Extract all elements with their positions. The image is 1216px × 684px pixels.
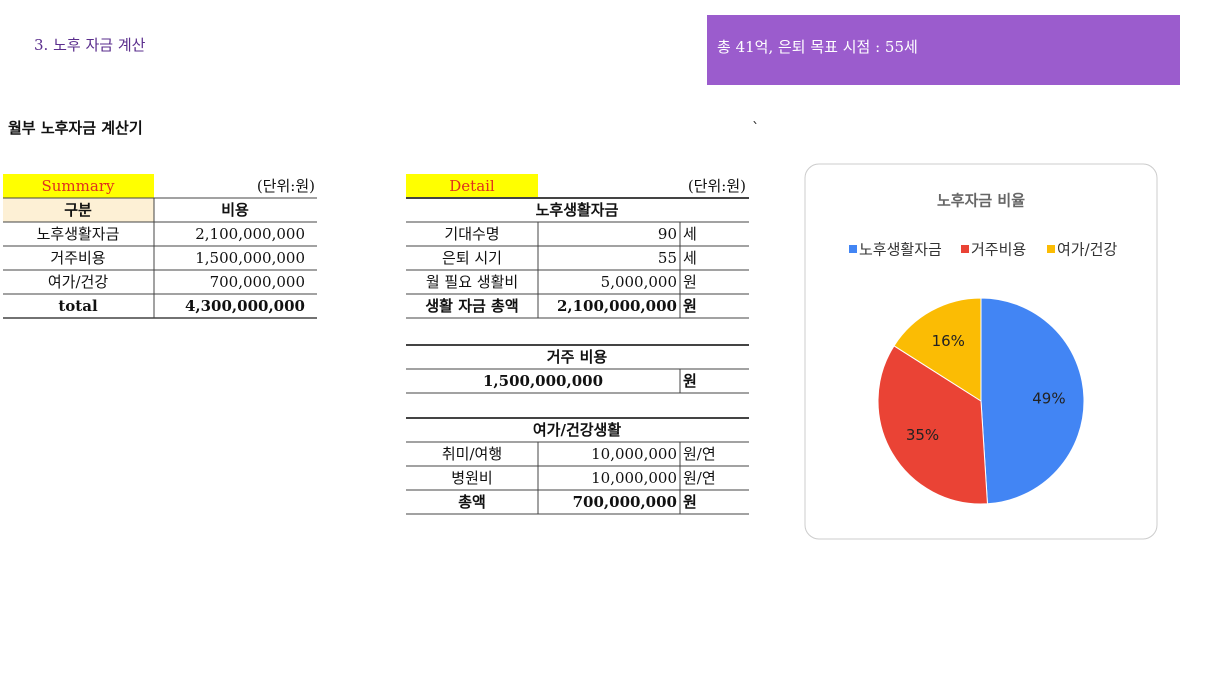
header-cell-bg <box>3 198 154 222</box>
legend-label: 노후생활자금 <box>859 241 942 259</box>
row-value: 55 <box>658 249 677 267</box>
badge-text: 총 41억, 은퇴 목표 시점 : 55세 <box>717 38 918 56</box>
pie-slice <box>877 345 988 505</box>
row-value: 700,000,000 <box>210 273 305 291</box>
legend-label: 거주비용 <box>971 241 1026 259</box>
row-unit: 원 <box>683 493 697 511</box>
section-title: 거주 비용 <box>547 348 608 366</box>
badge-bg <box>707 15 1180 85</box>
row-label: 기대수명 <box>444 225 499 243</box>
row-value: 4,300,000,000 <box>185 297 305 315</box>
row-unit: 원/연 <box>683 469 716 487</box>
slice-label: 49% <box>1032 389 1065 407</box>
pie-slice <box>980 297 1085 505</box>
slice-label: 16% <box>932 332 965 350</box>
row-value: 90 <box>658 225 677 243</box>
row-value: 10,000,000 <box>591 445 677 463</box>
legend-swatch <box>849 245 857 253</box>
row-label: 거주비용 <box>50 249 105 267</box>
legend-swatch <box>961 245 969 253</box>
row-unit: 세 <box>683 225 697 243</box>
row-value: 1,500,000,000 <box>483 372 603 390</box>
row-value: 2,100,000,000 <box>195 225 305 243</box>
row-value: 700,000,000 <box>573 493 677 511</box>
summary-unit: (단위:원) <box>257 177 315 195</box>
row-value: 1,500,000,000 <box>195 249 305 267</box>
summary-label: Summary <box>42 177 115 195</box>
pie-slice <box>893 297 982 402</box>
row-label: 생활 자금 총액 <box>425 297 518 315</box>
row-value: 10,000,000 <box>591 469 677 487</box>
row-unit: 원/연 <box>683 445 716 463</box>
subtitle: 월부 노후자금 계산기 <box>8 119 143 137</box>
row-unit: 세 <box>683 249 697 267</box>
section-title: 여가/건강생활 <box>533 421 621 439</box>
row-label: total <box>58 297 98 315</box>
detail-unit: (단위:원) <box>688 177 746 195</box>
summary-label-bg <box>3 174 154 198</box>
row-label: 월 필요 생활비 <box>426 273 518 291</box>
legend-label: 여가/건강 <box>1057 241 1117 259</box>
row-unit: 원 <box>683 372 697 390</box>
slice-label: 35% <box>906 426 939 444</box>
column-header: 비용 <box>221 201 249 219</box>
section-title: 노후생활자금 <box>536 201 619 219</box>
detail-label: Detail <box>449 177 495 195</box>
legend-swatch <box>1047 245 1055 253</box>
stray-mark: ˋ <box>752 119 760 137</box>
row-label: 병원비 <box>451 469 492 487</box>
row-label: 총액 <box>458 493 486 511</box>
slide-title: 3. 노후 자금 계산 <box>34 36 146 54</box>
row-label: 은퇴 시기 <box>442 249 502 267</box>
column-header: 구분 <box>64 201 92 219</box>
chart-title: 노후자금 비율 <box>937 192 1025 210</box>
row-label: 취미/여행 <box>442 445 502 463</box>
detail-label-bg <box>406 174 538 198</box>
row-value: 5,000,000 <box>601 273 677 291</box>
row-unit: 원 <box>683 297 697 315</box>
row-unit: 원 <box>683 273 697 291</box>
row-label: 여가/건강 <box>48 273 108 291</box>
row-label: 노후생활자금 <box>37 225 120 243</box>
row-value: 2,100,000,000 <box>557 297 677 315</box>
